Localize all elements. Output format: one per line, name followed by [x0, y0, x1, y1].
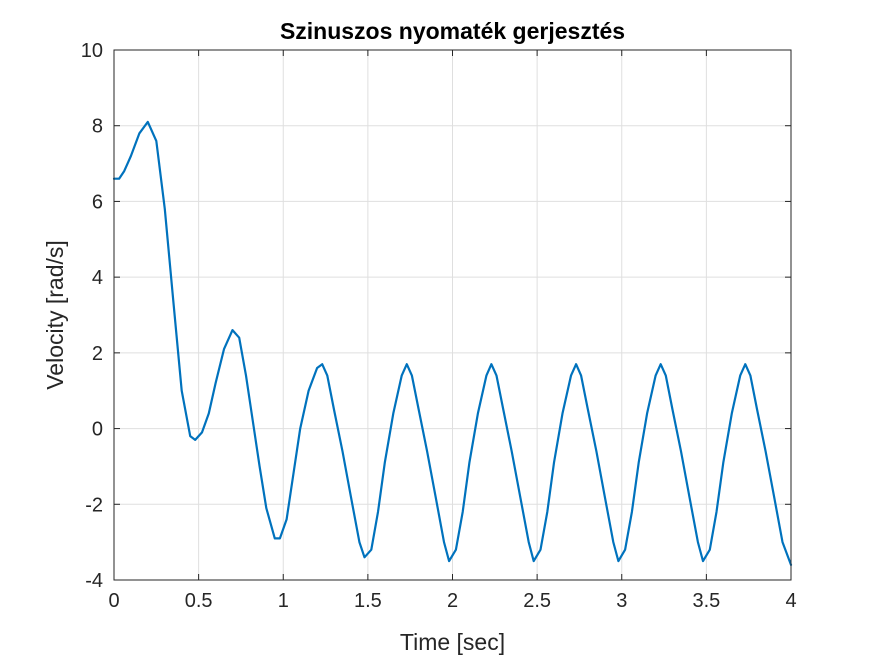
x-axis-title: Time [sec] [400, 629, 505, 655]
x-tick-label: 0 [108, 590, 119, 612]
x-tick-label: 1 [278, 590, 289, 612]
y-axis-title: Velocity [rad/s] [42, 240, 68, 390]
x-tick-label: 4 [785, 590, 796, 612]
x-tick-label: 2.5 [523, 590, 551, 612]
y-tick-label: 4 [92, 267, 103, 289]
series-layer [112, 120, 793, 567]
y-axis: -4 -2 0 2 4 6 8 10 [81, 40, 791, 592]
y-tick-label: -4 [85, 570, 103, 592]
y-tick-label: 10 [81, 40, 103, 62]
x-tick-label: 0.5 [185, 590, 213, 612]
chart-title: Szinuszos nyomaték gerjesztés [280, 18, 625, 44]
y-tick-label: 8 [92, 116, 103, 138]
y-tick-label: -2 [85, 494, 103, 516]
x-tick-label: 2 [447, 590, 458, 612]
y-tick-label: 2 [92, 343, 103, 365]
series-line [112, 120, 793, 567]
x-axis: 0 0.5 1 1.5 2 2.5 3 3.5 4 [108, 50, 797, 612]
x-tick-label: 3.5 [692, 590, 720, 612]
x-tick-label: 1.5 [354, 590, 382, 612]
y-tick-label: 0 [92, 419, 103, 441]
x-tick-label: 3 [616, 590, 627, 612]
y-tick-label: 6 [92, 191, 103, 213]
